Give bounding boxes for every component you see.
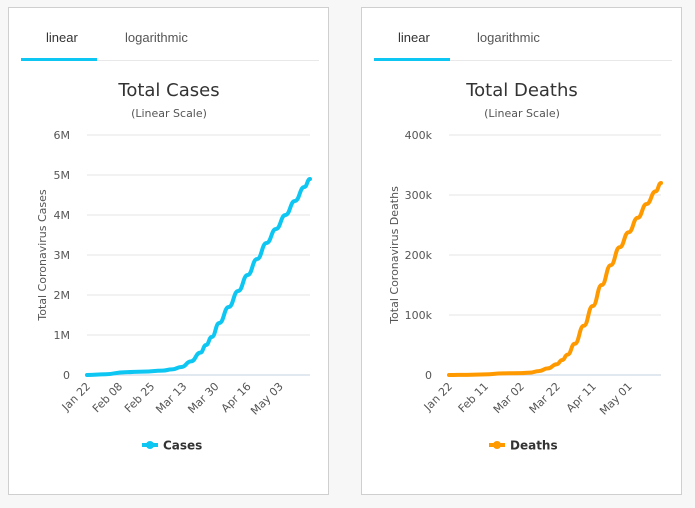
scale-tabs: linear logarithmic [21, 8, 319, 61]
x-tick-label: Mar 30 [185, 380, 221, 416]
legend-marker [146, 441, 154, 449]
tab-linear[interactable]: linear [398, 30, 430, 45]
chart-title: Total Deaths [465, 80, 578, 101]
x-tick-label: Feb 25 [122, 380, 157, 415]
x-tick-label: May 03 [248, 380, 286, 418]
x-tick-label: Apr 11 [564, 380, 599, 415]
series-line-deaths [447, 181, 663, 377]
x-tick-label: Jan 22 [59, 380, 93, 414]
x-tick-label: Mar 02 [491, 380, 527, 416]
y-tick-label: 5M [54, 169, 71, 182]
y-tick-label: 2M [54, 289, 71, 302]
y-tick-label: 0 [425, 369, 432, 382]
x-tick-label: Mar 13 [153, 380, 189, 416]
y-tick-label: 3M [54, 249, 71, 262]
total-cases-chart: Total Cases (Linear Scale) 0 1M 2M 3M 4M 5M 6M To… [36, 80, 312, 453]
y-axis-title: Total Coronavirus Deaths [388, 186, 401, 325]
y-tick-label: 0 [63, 369, 70, 382]
x-tick-label: Feb 11 [456, 380, 491, 415]
total-deaths-card: linear logarithmic Total Deaths (Linear S… [361, 7, 682, 495]
x-tick-label: Jan 22 [421, 380, 455, 414]
legend-item: Cases [142, 439, 202, 453]
active-tab-indicator [21, 58, 97, 61]
legend-label: Cases [163, 439, 202, 453]
legend-item: Deaths [489, 439, 558, 453]
active-tab-indicator [374, 58, 450, 61]
scale-tabs: linear logarithmic [374, 8, 672, 61]
y-tick-label: 1M [54, 329, 71, 342]
tab-logarithmic[interactable]: logarithmic [125, 30, 188, 45]
tab-logarithmic[interactable]: logarithmic [477, 30, 540, 45]
chart-title: Total Cases [117, 80, 219, 101]
chart-subtitle: (Linear Scale) [131, 107, 207, 120]
legend-marker [493, 441, 501, 449]
x-tick-label: Mar 22 [527, 380, 563, 416]
y-tick-label: 400k [405, 129, 433, 142]
y-tick-label: 300k [405, 189, 433, 202]
y-tick-label: 4M [54, 209, 71, 222]
tab-linear[interactable]: linear [46, 30, 78, 45]
total-deaths-chart: Total Deaths (Linear Scale) 0 100k 200k 300k 4… [388, 80, 663, 453]
series-line-cases [85, 177, 312, 377]
chart-subtitle: (Linear Scale) [484, 107, 560, 120]
x-tick-label: May 01 [597, 380, 635, 418]
y-tick-label: 100k [405, 309, 433, 322]
total-cases-card: linear logarithmic Total Cases (Linear Sc… [8, 7, 329, 495]
legend-label: Deaths [510, 439, 558, 453]
y-tick-label: 6M [54, 129, 71, 142]
x-tick-label: Feb 08 [90, 380, 125, 415]
y-axis-title: Total Coronavirus Cases [36, 189, 49, 322]
y-tick-label: 200k [405, 249, 433, 262]
